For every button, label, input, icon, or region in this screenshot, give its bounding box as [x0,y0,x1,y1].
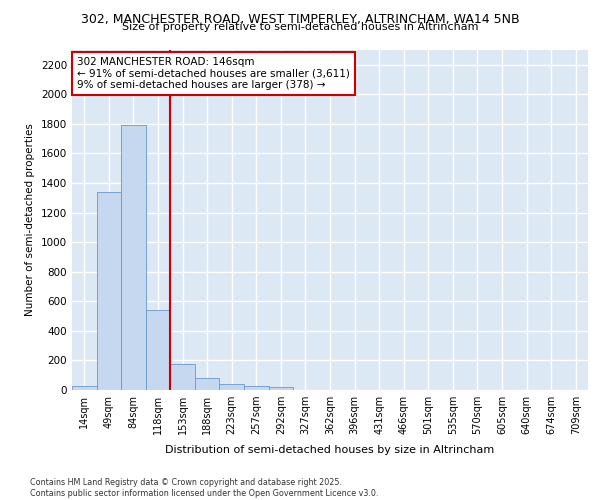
Bar [170,364,195,390]
Text: 302, MANCHESTER ROAD, WEST TIMPERLEY, ALTRINCHAM, WA14 5NB: 302, MANCHESTER ROAD, WEST TIMPERLEY, AL… [80,12,520,26]
Bar [146,310,170,390]
Bar [121,126,146,390]
X-axis label: Distribution of semi-detached houses by size in Altrincham: Distribution of semi-detached houses by … [166,446,494,456]
Bar [220,384,244,390]
Text: Size of property relative to semi-detached houses in Altrincham: Size of property relative to semi-detach… [122,22,478,32]
Y-axis label: Number of semi-detached properties: Number of semi-detached properties [25,124,35,316]
Bar [72,386,97,390]
Bar [195,378,220,390]
Text: 302 MANCHESTER ROAD: 146sqm
← 91% of semi-detached houses are smaller (3,611)
9%: 302 MANCHESTER ROAD: 146sqm ← 91% of sem… [77,57,350,90]
Bar [97,192,121,390]
Bar [244,386,269,390]
Bar [269,386,293,390]
Text: Contains HM Land Registry data © Crown copyright and database right 2025.
Contai: Contains HM Land Registry data © Crown c… [30,478,379,498]
